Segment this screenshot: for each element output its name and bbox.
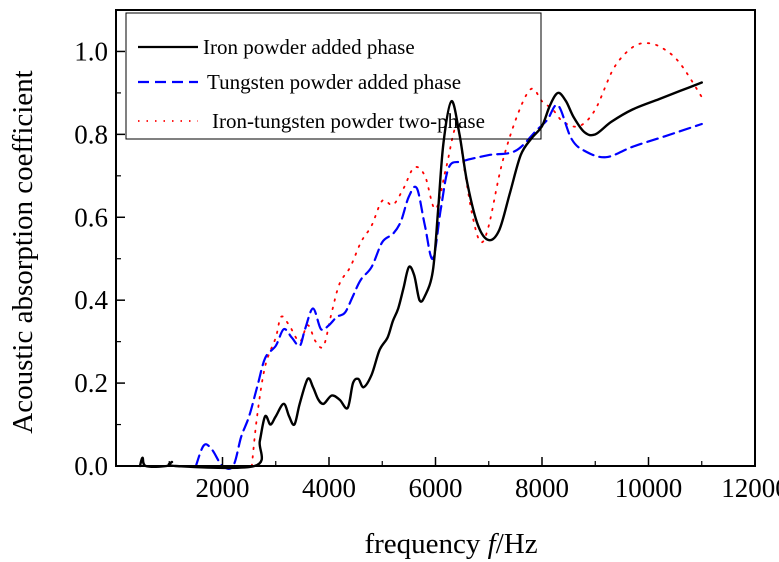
x-axis-unit: /Hz [496, 528, 538, 560]
x-tick-label: 10000 [615, 473, 683, 503]
series-line-iron-tungsten [250, 42, 703, 467]
y-tick-label: 0.8 [74, 119, 108, 149]
x-axis-title: frequency f/Hz [364, 528, 537, 560]
y-tick-label: 0.0 [74, 451, 108, 481]
x-axis-label: frequency [364, 528, 480, 560]
series-line-iron [138, 81, 703, 470]
x-tick-label: 6000 [409, 473, 463, 503]
legend: Iron powder added phase Tungsten powder … [125, 12, 542, 140]
x-tick-label: 2000 [196, 473, 250, 503]
legend-label-iron: Iron powder added phase [203, 35, 415, 59]
y-tick-label: 0.6 [74, 202, 108, 232]
y-tick-label: 1.0 [74, 36, 108, 66]
y-tick-label: 0.2 [74, 368, 108, 398]
legend-label-iron-tungsten: Iron-tungsten powder two-phase [212, 109, 485, 133]
series-line-tungsten [194, 103, 703, 470]
legend-box [125, 12, 542, 140]
y-axis-title: Acoustic absorption coefficient [7, 70, 39, 433]
x-tick-label: 8000 [515, 473, 569, 503]
plot-series [138, 42, 703, 470]
x-tick-label: 4000 [302, 473, 356, 503]
legend-label-tungsten: Tungsten powder added phase [207, 70, 461, 94]
y-tick-label: 0.4 [74, 285, 108, 315]
